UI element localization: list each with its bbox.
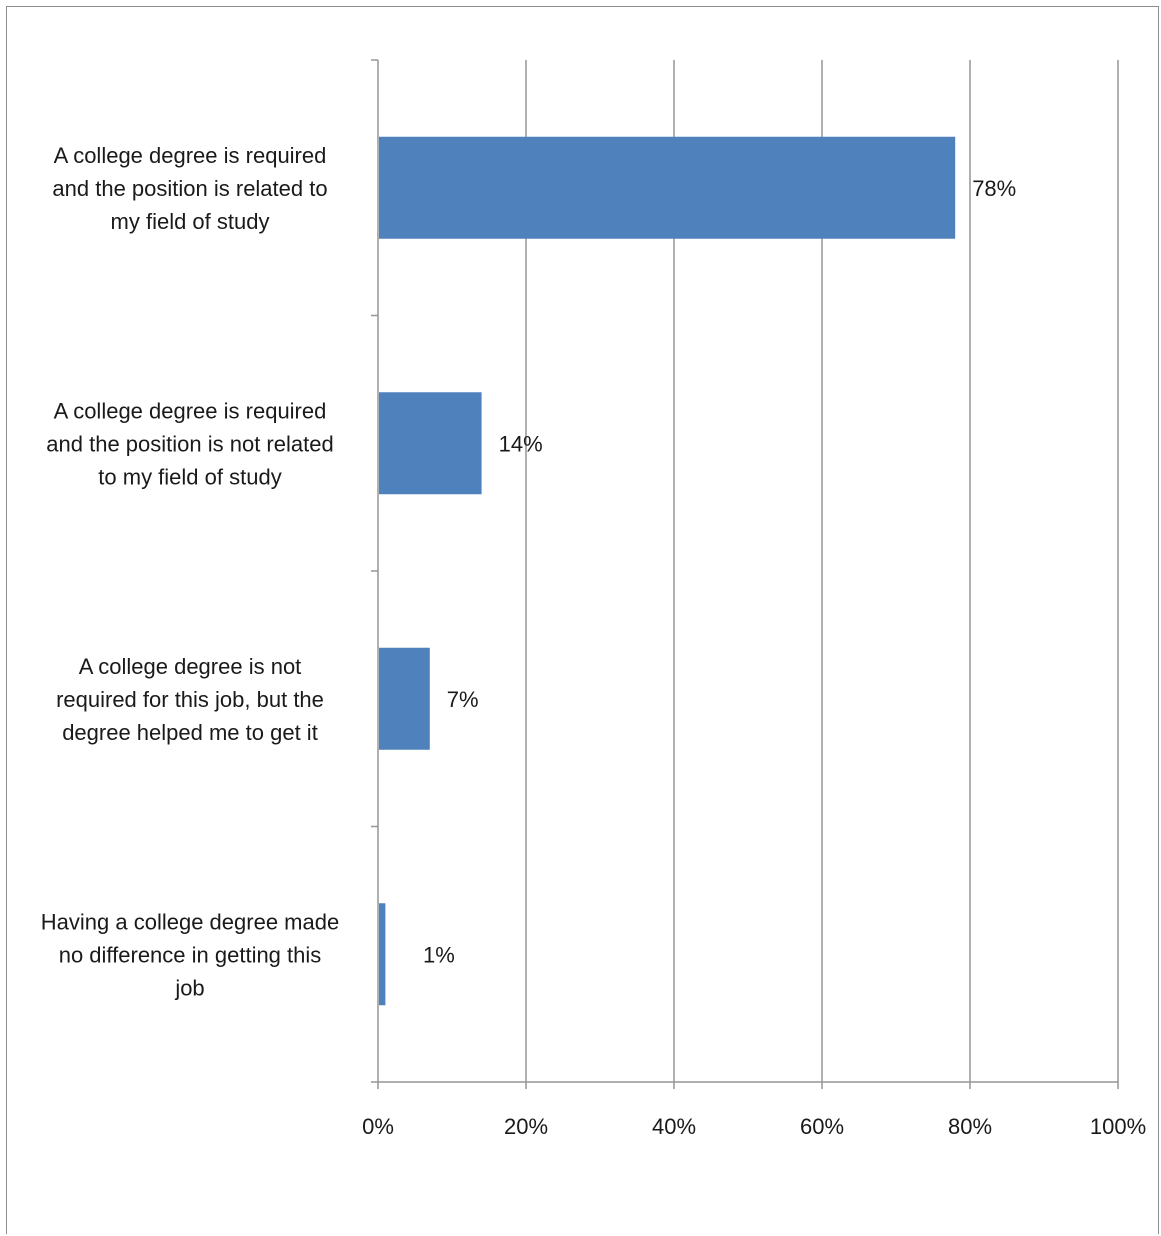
x-tick-label: 80% <box>948 1114 992 1139</box>
category-label: and the position is related to <box>52 176 327 201</box>
x-tick-label: 100% <box>1090 1114 1146 1139</box>
bar <box>379 136 956 239</box>
category-label: A college degree is required <box>54 143 327 168</box>
category-label: job <box>174 975 204 1000</box>
bar <box>379 392 482 495</box>
category-label: my field of study <box>111 209 270 234</box>
bar <box>379 903 386 1006</box>
category-label: A college degree is required <box>54 398 327 423</box>
value-label: 1% <box>423 942 455 967</box>
category-label: no difference in getting this <box>59 942 322 967</box>
value-label: 14% <box>499 431 543 456</box>
category-label: and the position is not related <box>46 431 333 456</box>
bar <box>379 647 430 750</box>
x-tick-label: 60% <box>800 1114 844 1139</box>
category-label: to my field of study <box>98 464 281 489</box>
value-label: 78% <box>972 176 1016 201</box>
category-label: required for this job, but the <box>56 687 324 712</box>
value-label: 7% <box>447 687 479 712</box>
x-tick-label: 0% <box>362 1114 394 1139</box>
category-label: A college degree is not <box>79 654 302 679</box>
x-tick-label: 20% <box>504 1114 548 1139</box>
x-tick-label: 40% <box>652 1114 696 1139</box>
category-label: degree helped me to get it <box>62 720 318 745</box>
chart-frame <box>6 6 1159 1234</box>
category-label: Having a college degree made <box>41 909 339 934</box>
